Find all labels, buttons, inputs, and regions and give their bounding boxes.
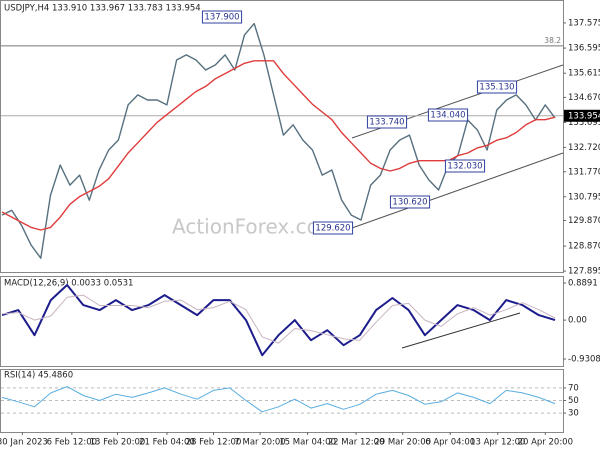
macd-title: MACD(12,26,9) 0.0033 0.0531 (4, 279, 133, 289)
last-price-label: 133.954 (568, 111, 600, 121)
series-line (1, 22, 556, 259)
y-tick-label: -0.9308 (568, 355, 600, 365)
watermark: ActionForex.com (172, 215, 338, 239)
series-line (1, 386, 556, 413)
annotation-box (427, 108, 469, 122)
annotation: 137.900 (204, 13, 239, 23)
x-tick-label: 6 Feb 12:00 (47, 438, 97, 448)
y-tick-label: 70 (568, 383, 579, 393)
y-tick-label: 136.595 (568, 44, 600, 54)
annotation-box (201, 10, 243, 24)
annotation-box (444, 159, 486, 173)
series-line (1, 284, 556, 357)
y-tick-label: 131.770 (568, 167, 600, 177)
y-tick-label: 0.00 (568, 316, 587, 326)
annotation-box (366, 115, 408, 129)
price-panel (0, 0, 564, 273)
annotation-box (476, 80, 518, 94)
y-tick-label: 134.670 (568, 93, 600, 103)
y-tick-label: 135.615 (568, 69, 600, 79)
y-tick-label: 129.870 (568, 216, 600, 226)
y-tick-label: 127.895 (568, 267, 600, 277)
macd-trend-line (401, 312, 521, 349)
x-tick-label: 15 Mar 04:00 (279, 438, 336, 448)
x-tick-label: 29 Mar 20:00 (374, 438, 431, 448)
annotation-box (312, 221, 354, 235)
y-tick-label: 132.720 (568, 143, 600, 153)
y-tick-label: 130.795 (568, 192, 600, 202)
x-tick-label: 30 Jan 2023 (0, 438, 48, 448)
y-tick-label: 137.575 (568, 18, 600, 28)
y-tick-label: 50 (568, 396, 579, 406)
annotation: 129.620 (315, 224, 350, 234)
rsi-title: RSI(14) 45.4860 (4, 371, 73, 381)
y-tick-label: 30 (568, 409, 579, 419)
annotation: 132.030 (447, 162, 482, 172)
series-line (1, 294, 556, 344)
x-tick-label: 13 Feb 20:00 (90, 438, 146, 448)
x-tick-label: 21 Feb 04:00 (139, 438, 195, 448)
annotation-box (389, 195, 431, 209)
x-tick-label: 22 Mar 12:00 (328, 438, 385, 448)
annotation: 130.620 (392, 198, 427, 208)
fib-label: 38.2 (544, 36, 561, 45)
last-price-box (564, 109, 600, 122)
x-tick-label: 13 Apr 12:00 (470, 438, 525, 448)
x-tick-label: 7 Mar 20:00 (234, 438, 285, 448)
annotation: 133.740 (369, 118, 404, 128)
macd-panel (0, 276, 564, 367)
channel-lower (351, 152, 564, 229)
x-tick-label: 20 Apr 20:00 (518, 438, 573, 448)
y-tick-label: 0.8891 (568, 278, 598, 288)
rsi-panel (0, 369, 564, 433)
annotation: 134.040 (430, 111, 465, 121)
y-tick-label: 128.870 (568, 242, 600, 252)
series-line (1, 60, 556, 231)
header: USDJPY,H4 133.910 133.967 133.783 133.95… (4, 4, 201, 14)
annotation: 135.130 (479, 83, 514, 93)
x-tick-label: 6 Apr 04:00 (425, 438, 475, 448)
x-tick-label: 28 Feb 12:00 (186, 438, 242, 448)
y-tick-label: 133.695 (568, 118, 600, 128)
